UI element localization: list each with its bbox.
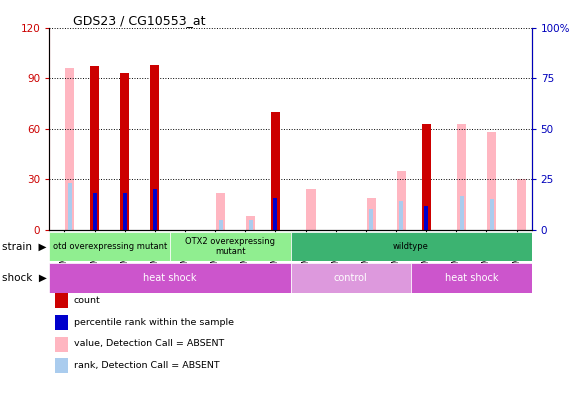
Bar <box>68 183 72 230</box>
Bar <box>370 209 374 230</box>
Text: percentile rank within the sample: percentile rank within the sample <box>74 318 234 327</box>
Bar <box>246 216 255 230</box>
Bar <box>49 232 170 261</box>
Bar <box>123 192 127 230</box>
Bar <box>153 189 157 230</box>
Bar <box>216 192 225 230</box>
Bar <box>274 198 278 230</box>
Bar <box>120 73 129 230</box>
Text: control: control <box>334 273 368 283</box>
Text: count: count <box>74 296 101 305</box>
Bar <box>518 179 526 230</box>
Bar <box>218 219 223 230</box>
Bar <box>90 67 99 230</box>
Bar <box>290 263 411 293</box>
Bar <box>411 263 532 293</box>
Bar <box>457 124 466 230</box>
Bar <box>399 201 403 230</box>
Text: shock  ▶: shock ▶ <box>2 273 46 283</box>
Text: value, Detection Call = ABSENT: value, Detection Call = ABSENT <box>74 339 224 348</box>
Bar <box>150 65 159 230</box>
Text: GDS23 / CG10553_at: GDS23 / CG10553_at <box>74 13 206 27</box>
Text: wildtype: wildtype <box>393 242 429 251</box>
Bar <box>170 232 290 261</box>
Bar <box>290 232 532 261</box>
Bar <box>92 192 96 230</box>
Text: OTX2 overexpressing
mutant: OTX2 overexpressing mutant <box>185 237 275 256</box>
Bar <box>49 263 290 293</box>
Bar <box>490 199 494 230</box>
Bar <box>397 171 406 230</box>
Bar <box>306 189 315 230</box>
Text: otd overexpressing mutant: otd overexpressing mutant <box>52 242 167 251</box>
Text: heat shock: heat shock <box>143 273 197 283</box>
Bar <box>460 196 464 230</box>
Bar <box>271 112 280 230</box>
Bar <box>367 198 376 230</box>
Text: rank, Detection Call = ABSENT: rank, Detection Call = ABSENT <box>74 361 220 370</box>
Bar <box>422 124 431 230</box>
Text: heat shock: heat shock <box>444 273 498 283</box>
Bar <box>487 132 496 230</box>
Bar <box>65 68 74 230</box>
Bar <box>424 206 428 230</box>
Text: strain  ▶: strain ▶ <box>2 242 46 251</box>
Bar <box>249 219 253 230</box>
